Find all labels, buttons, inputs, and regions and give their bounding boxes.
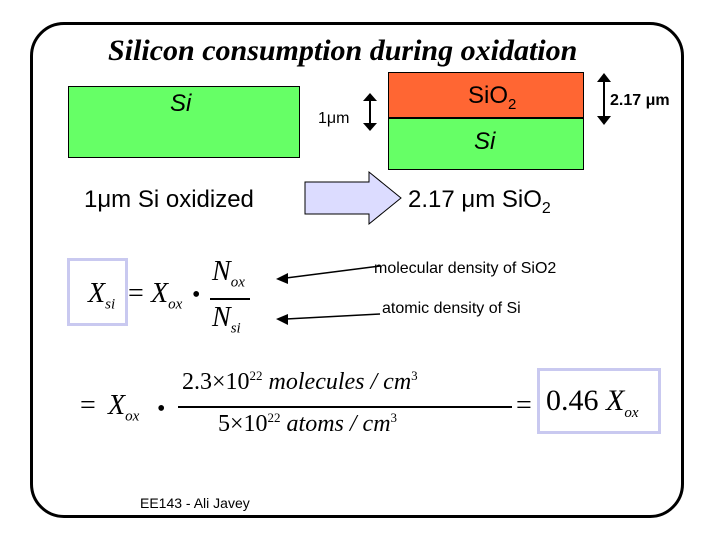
- equation-2-equals-2: =: [516, 390, 532, 421]
- thickness-1um-label: 1μm: [318, 110, 350, 127]
- si-block-before-label: Si: [170, 90, 192, 117]
- equation-2-numerator: 2.3×1022 molecules / cm3: [182, 368, 418, 395]
- annotation-arrows: [276, 265, 381, 325]
- equation-2-xox: Xox: [108, 390, 140, 425]
- sio2-layer: [388, 72, 584, 118]
- si-block-after-label: Si: [474, 128, 496, 155]
- sio2-layer-label: SiO2: [468, 82, 517, 113]
- equation-1-equals: =: [128, 278, 144, 309]
- oxidized-right-text: 2.17 μm SiO2: [408, 186, 551, 217]
- footer-credit: EE143 - Ali Javey: [140, 495, 250, 511]
- thickness-2-17um-arrow: [597, 73, 611, 125]
- equation-2-denominator: 5×1022 atoms / cm3: [218, 410, 398, 437]
- equation-2-fraction-bar: [178, 406, 512, 408]
- si-block-after: [388, 118, 584, 170]
- si-block-before: [68, 86, 300, 158]
- equation-2-dot: •: [157, 396, 166, 422]
- equation-1-denominator: Nsi: [212, 302, 241, 337]
- annotation-atomic-density: atomic density of Si: [382, 300, 521, 317]
- equation-1-numerator: Nox: [212, 256, 245, 291]
- oxidized-left-text: 1μm Si oxidized: [84, 186, 254, 213]
- thickness-2-17um-label: 2.17 μm: [610, 92, 670, 109]
- annotation-molecular-density: molecular density of SiO2: [374, 260, 557, 277]
- conversion-arrow: [304, 170, 402, 226]
- equation-1-box: [67, 258, 128, 326]
- slide-frame: [30, 22, 684, 518]
- equation-1-dot: •: [192, 282, 201, 308]
- slide-title: Silicon consumption during oxidation: [108, 34, 578, 67]
- equation-1-fraction-bar: [210, 298, 250, 300]
- result-value: 0.46 Xox: [546, 384, 639, 421]
- equation-1-lhs: Xsi: [88, 278, 116, 313]
- thickness-1um-arrow: [363, 93, 377, 131]
- equation-1-xox: Xox: [151, 278, 183, 313]
- result-box: [537, 368, 661, 434]
- equation-2-equals: =: [80, 390, 96, 421]
